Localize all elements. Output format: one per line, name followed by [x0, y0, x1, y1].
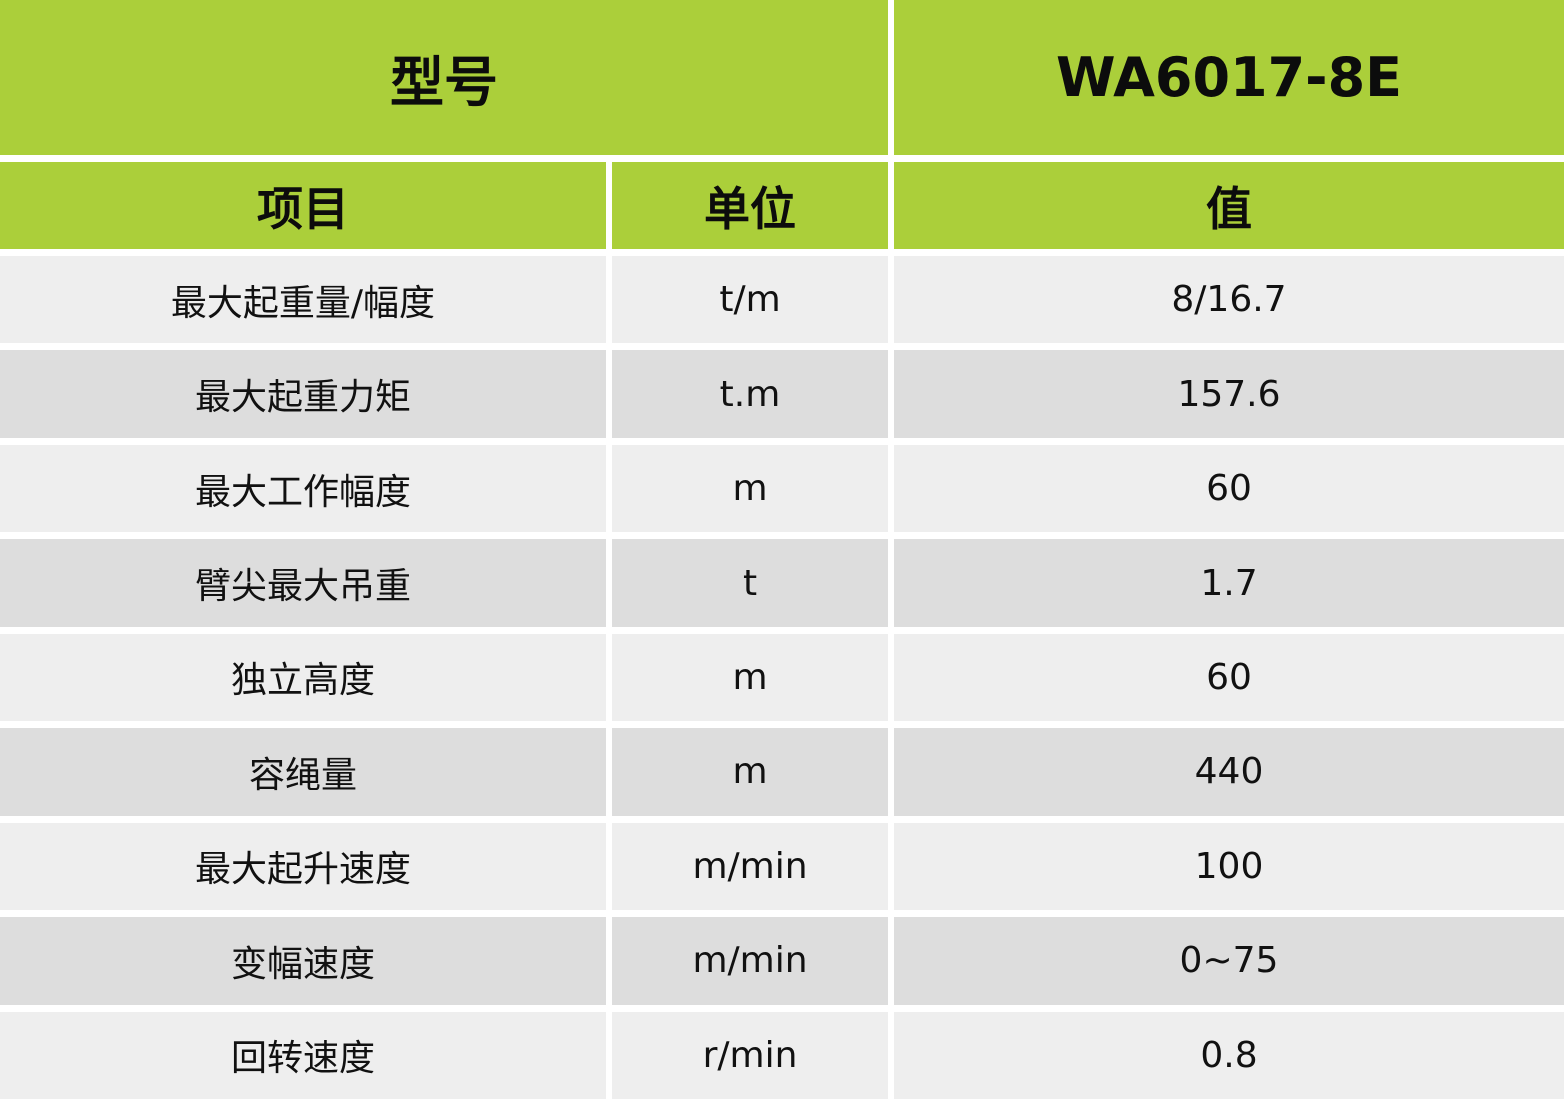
- table-cell-value: 100: [894, 822, 1564, 911]
- table-cell-item: 最大起重力矩: [0, 350, 606, 438]
- column-header-item: 项目: [0, 162, 606, 249]
- table-cell-unit: t/m: [612, 256, 888, 344]
- model-value: WA6017-8E: [894, 0, 1564, 155]
- model-label: 型号: [0, 0, 888, 155]
- table-cell-value: 60: [894, 444, 1564, 533]
- table-cell-value: 0.8: [894, 1011, 1564, 1099]
- table-cell-unit: m/min: [612, 822, 888, 911]
- table-cell-value: 157.6: [894, 350, 1564, 438]
- table-cell-item: 最大起升速度: [0, 822, 606, 911]
- column-header-value: 值: [894, 162, 1564, 249]
- table-cell-value: 0~75: [894, 917, 1564, 1005]
- table-cell-item: 臂尖最大吊重: [0, 539, 606, 627]
- table-cell-unit: m: [612, 728, 888, 816]
- table-cell-unit: m/min: [612, 917, 888, 1005]
- table-cell-item: 容绳量: [0, 728, 606, 816]
- table-cell-unit: m: [612, 633, 888, 722]
- table-cell-item: 回转速度: [0, 1011, 606, 1099]
- table-cell-unit: m: [612, 444, 888, 533]
- table-cell-item: 最大起重量/幅度: [0, 256, 606, 344]
- table-cell-value: 440: [894, 728, 1564, 816]
- table-cell-value: 8/16.7: [894, 256, 1564, 344]
- table-cell-item: 最大工作幅度: [0, 444, 606, 533]
- table-cell-unit: t.m: [612, 350, 888, 438]
- table-cell-value: 60: [894, 633, 1564, 722]
- table-cell-item: 变幅速度: [0, 917, 606, 1005]
- column-header-unit: 单位: [612, 162, 888, 249]
- table-cell-unit: r/min: [612, 1011, 888, 1099]
- table-cell-unit: t: [612, 539, 888, 627]
- table-cell-item: 独立高度: [0, 633, 606, 722]
- table-cell-value: 1.7: [894, 539, 1564, 627]
